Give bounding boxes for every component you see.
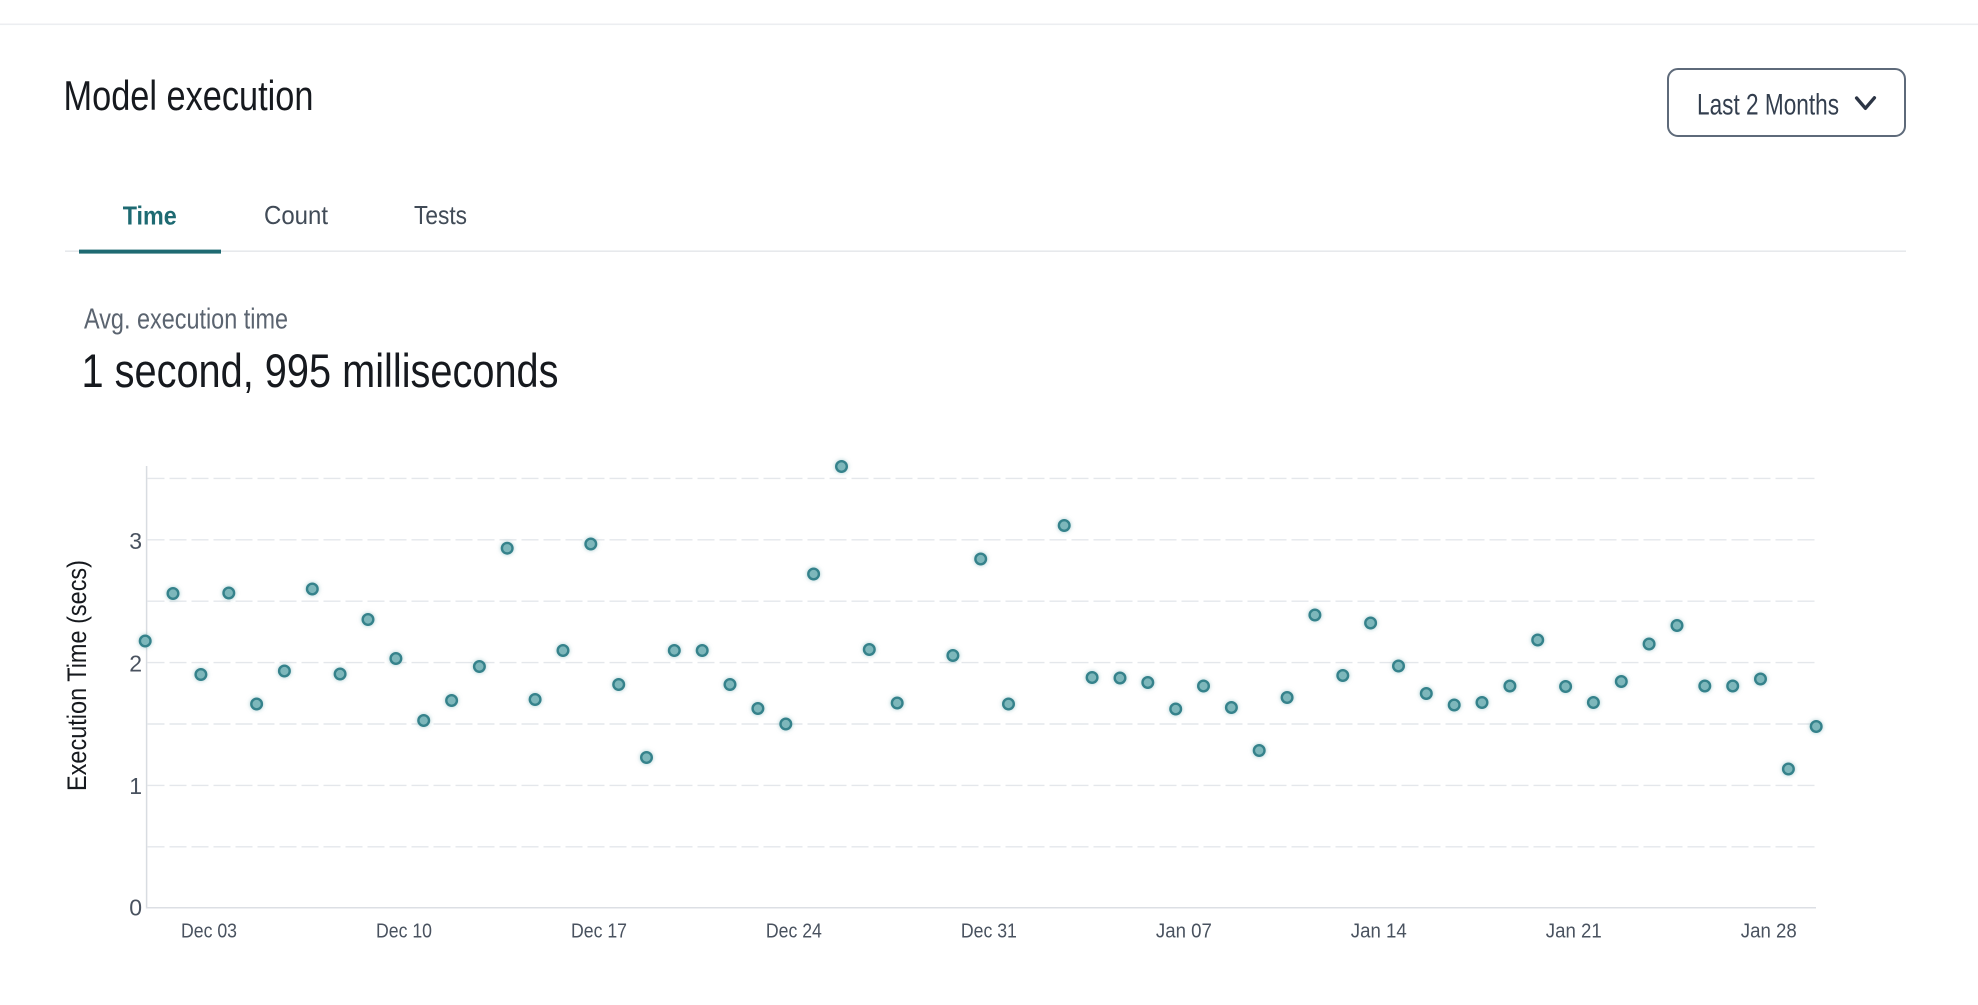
svg-text:Dec 24: Dec 24 (766, 921, 822, 943)
svg-text:Count: Count (264, 200, 329, 230)
svg-text:1 second, 995 milliseconds: 1 second, 995 milliseconds (82, 345, 559, 398)
svg-text:Dec 03: Dec 03 (181, 921, 237, 943)
svg-text:Time: Time (123, 200, 177, 230)
svg-text:Tests: Tests (414, 200, 467, 230)
svg-text:Jan 21: Jan 21 (1546, 921, 1602, 943)
svg-text:0: 0 (129, 895, 142, 921)
svg-text:1: 1 (129, 773, 142, 799)
svg-text:2: 2 (129, 651, 142, 677)
svg-text:Model execution: Model execution (64, 72, 314, 119)
svg-text:3: 3 (129, 528, 142, 554)
svg-text:Avg. execution time: Avg. execution time (84, 304, 288, 336)
svg-text:Dec 17: Dec 17 (571, 921, 627, 943)
svg-text:Jan 14: Jan 14 (1351, 921, 1407, 943)
svg-text:Last 2 Months: Last 2 Months (1697, 89, 1839, 122)
svg-text:Jan 28: Jan 28 (1741, 921, 1797, 943)
svg-text:Dec 10: Dec 10 (376, 921, 432, 943)
svg-text:Jan 07: Jan 07 (1156, 921, 1212, 943)
svg-text:Execution Time (secs): Execution Time (secs) (62, 560, 92, 791)
svg-text:Dec 31: Dec 31 (961, 921, 1017, 943)
